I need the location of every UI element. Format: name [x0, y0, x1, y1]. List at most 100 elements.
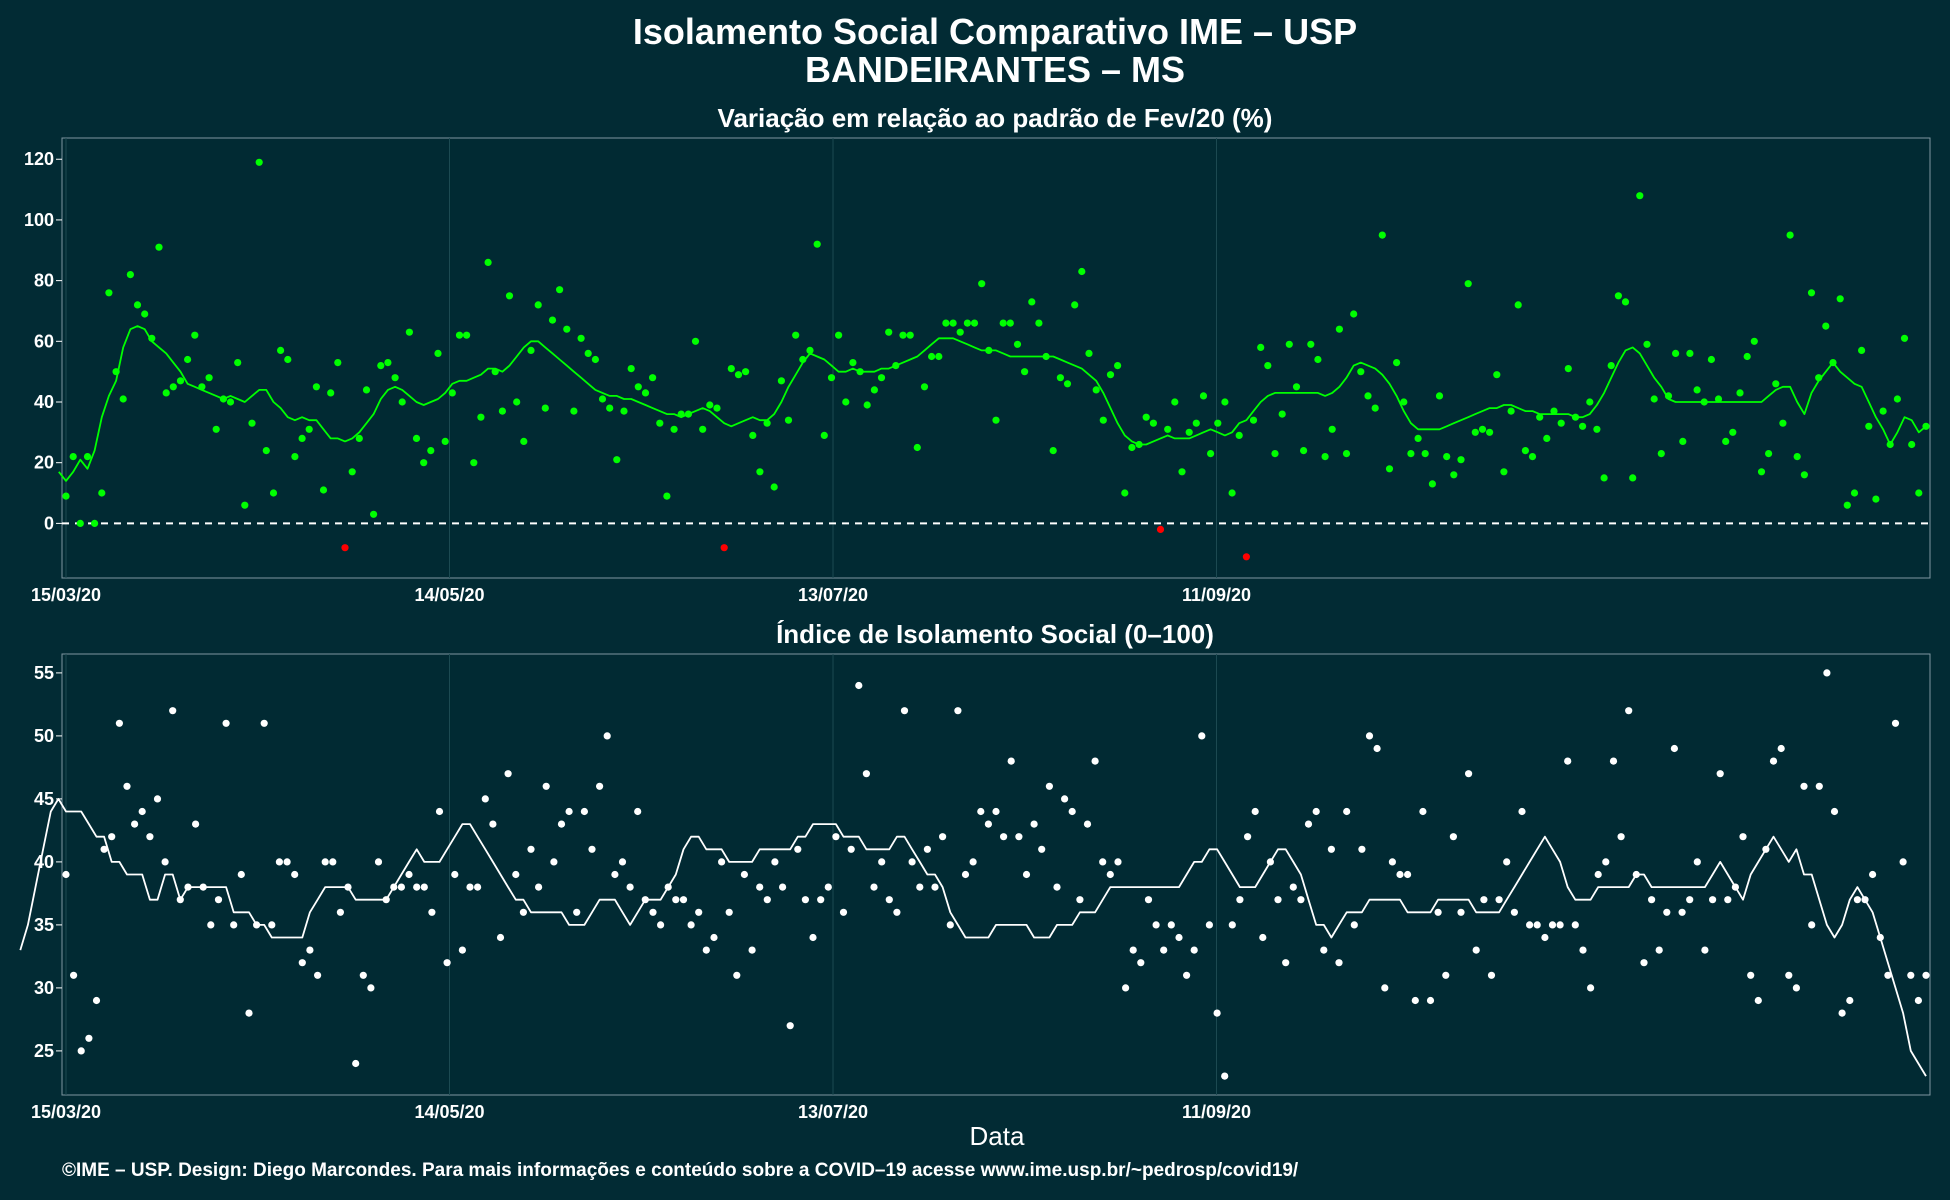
data-point [62, 492, 70, 500]
data-point [370, 510, 378, 518]
data-point [906, 331, 914, 339]
data-point [1655, 946, 1663, 954]
data-point [314, 971, 322, 979]
x-axis-label: Data [970, 1121, 1025, 1151]
data-point [885, 328, 893, 336]
data-point [801, 896, 810, 904]
data-point [230, 921, 238, 929]
data-point [1327, 845, 1335, 853]
data-point [306, 946, 314, 954]
data-point [657, 921, 665, 929]
data-point [298, 959, 306, 967]
data-point [83, 453, 92, 461]
data-point [1285, 340, 1293, 348]
data-point [1550, 407, 1558, 415]
data-point [862, 770, 871, 778]
data-point [443, 959, 451, 967]
data-point [291, 453, 299, 461]
data-point [312, 383, 320, 391]
data-point [573, 908, 581, 916]
data-point [1693, 386, 1701, 394]
data-point [255, 158, 263, 166]
data-point [820, 431, 828, 439]
data-point [1099, 416, 1107, 424]
data-point [1068, 807, 1076, 816]
data-point [1602, 858, 1610, 866]
data-point [1757, 468, 1766, 476]
figure-title: Isolamento Social Comparativo IME – USP [633, 11, 1357, 52]
data-point [226, 398, 235, 406]
data-point [1579, 422, 1587, 430]
data-point [1487, 971, 1496, 979]
data-point [1426, 996, 1435, 1005]
data-point [1022, 870, 1031, 879]
data-point [913, 443, 921, 452]
data-point [398, 398, 406, 406]
data-point [1449, 833, 1457, 841]
data-point [77, 1047, 85, 1055]
data-point [1457, 456, 1465, 464]
data-point [1350, 310, 1358, 318]
data-point [413, 883, 421, 891]
data-point [1385, 465, 1394, 473]
data-point [359, 971, 367, 979]
data-point [1908, 440, 1916, 449]
data-point [62, 870, 70, 879]
data-point [498, 407, 506, 415]
data-point [691, 337, 700, 345]
data-point [1106, 371, 1115, 379]
data-point [435, 807, 444, 816]
data-point [1736, 389, 1744, 397]
x-tick-label: 11/09/20 [1182, 1102, 1251, 1122]
data-point [908, 858, 916, 866]
data-point [1442, 971, 1450, 979]
data-point [245, 1009, 253, 1017]
y-tick-label: 40 [34, 852, 54, 872]
data-point [1872, 495, 1880, 503]
data-point [434, 349, 442, 357]
data-point [484, 258, 492, 266]
panel-1-title: Variação em relação ao padrão de Fev/20 … [718, 103, 1273, 133]
data-point [832, 833, 840, 841]
data-point [1800, 471, 1808, 479]
data-point [205, 374, 213, 382]
data-point [784, 416, 793, 424]
data-point [1328, 425, 1336, 433]
data-point [687, 921, 695, 929]
data-point [596, 782, 604, 790]
data-point [161, 858, 169, 866]
data-point [1144, 896, 1153, 904]
data-point [241, 501, 249, 509]
data-point [1450, 471, 1458, 479]
data-point [352, 1059, 360, 1068]
data-point [1678, 908, 1686, 916]
data-point [1648, 896, 1656, 904]
data-point [580, 807, 589, 816]
data-point [1235, 431, 1243, 439]
data-point [613, 456, 621, 464]
data-point [1076, 896, 1084, 904]
plot-area [61, 653, 1931, 1096]
data-point [348, 468, 356, 476]
data-point [327, 389, 335, 397]
data-point [710, 933, 718, 942]
data-point [992, 807, 1000, 816]
data-point [725, 908, 733, 916]
data-point [949, 319, 957, 327]
data-point [336, 908, 344, 916]
data-point [1879, 407, 1887, 415]
data-point [1503, 858, 1511, 866]
data-point [397, 883, 405, 891]
data-point [268, 921, 276, 929]
data-point [1838, 1009, 1846, 1017]
data-point [1242, 553, 1250, 561]
data-point [1152, 921, 1160, 929]
data-point [269, 489, 278, 497]
data-point [1858, 346, 1866, 354]
data-point [1853, 896, 1861, 904]
data-point [1754, 996, 1762, 1005]
data-point [1891, 719, 1900, 727]
data-point [557, 820, 566, 828]
y-tick-label: 30 [34, 978, 54, 998]
data-point [207, 921, 215, 929]
